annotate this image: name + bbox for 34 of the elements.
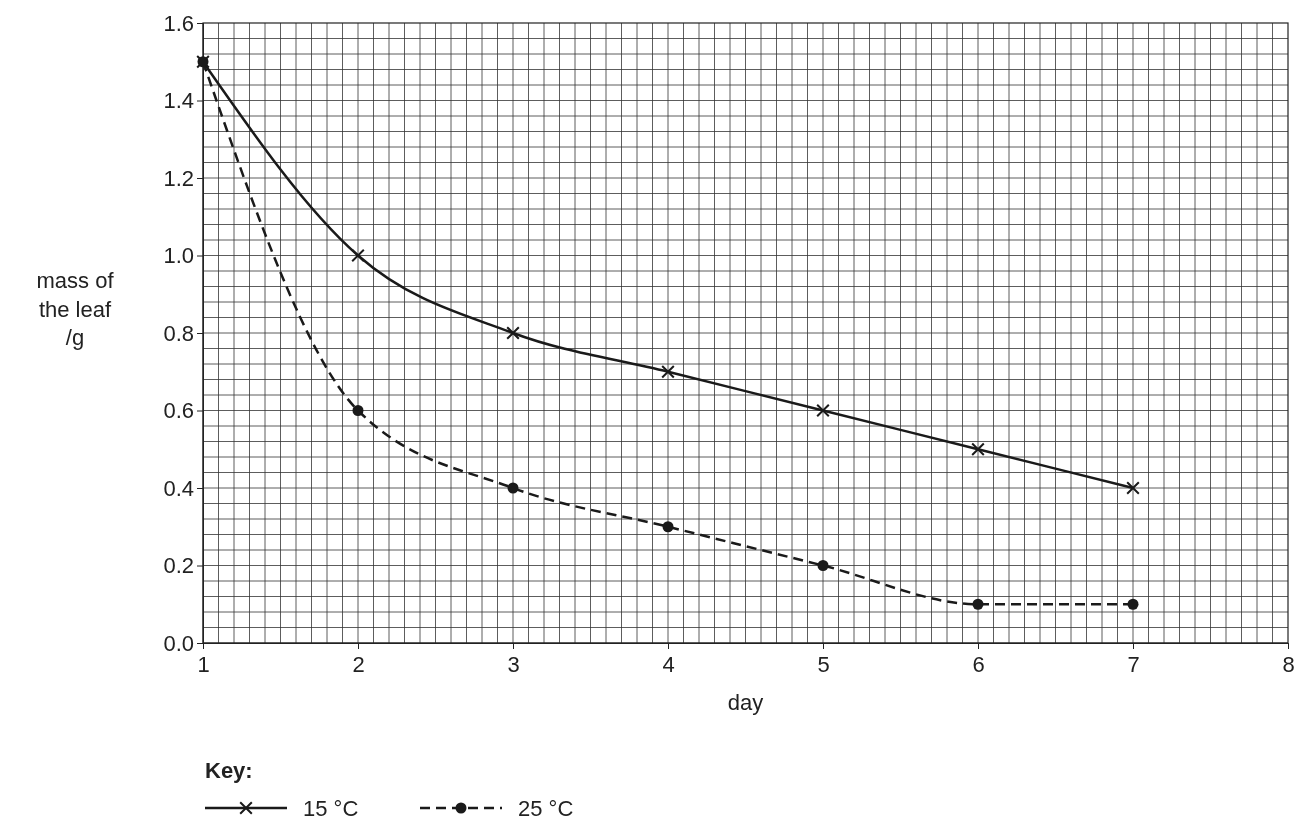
y-tick-label: 1.4 [163,88,194,114]
point [662,521,674,533]
point [661,364,675,379]
point [506,326,520,340]
x-axis-title: day [727,690,764,715]
point [817,560,829,571]
x-tick-label: 4 [662,651,675,677]
y-tick-label: 0.6 [163,398,194,424]
point [972,598,984,610]
point [1126,481,1140,495]
point [1127,598,1139,610]
x-tick-label: 8 [1282,651,1295,677]
y-tick-label: 0.0 [163,630,194,656]
y-axis-title: mass of the leaf /g [36,268,115,351]
y-tick-label: 1.2 [163,165,194,191]
point [352,405,364,416]
x-tick-label: 6 [972,651,985,677]
x-tick-label: 2 [352,651,365,677]
legend-label: 15 °C [303,796,359,821]
point [816,403,830,418]
y-tick-label: 0.4 [163,475,194,501]
point [971,442,985,457]
point [351,248,365,263]
y-tick-label: 1.6 [163,10,194,36]
legend-title: Key: [205,758,253,783]
x-tick-label: 1 [197,651,210,677]
y-tick-label: 0.2 [163,553,194,579]
x-tick-label: 3 [507,651,520,677]
x-tick-label: 5 [817,651,830,677]
y-tick-label: 1.0 [163,243,194,269]
y-tick-label: 0.8 [163,320,194,346]
x-tick-label: 7 [1127,651,1140,677]
point [507,482,519,494]
legend-label: 25 °C [518,796,574,821]
